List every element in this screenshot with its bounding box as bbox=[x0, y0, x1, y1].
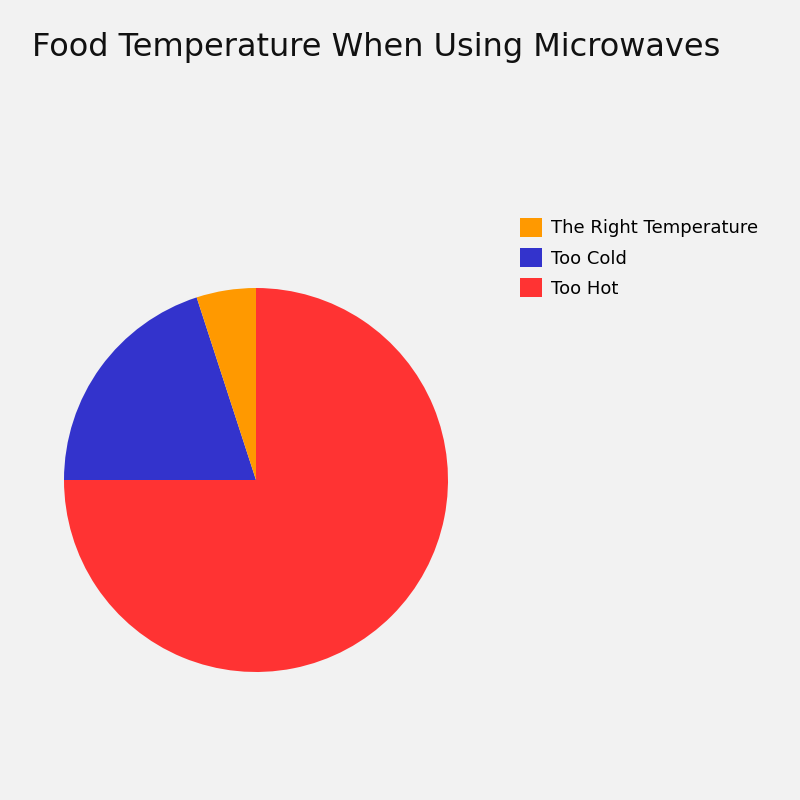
Wedge shape bbox=[64, 288, 448, 672]
Text: Food Temperature When Using Microwaves: Food Temperature When Using Microwaves bbox=[32, 32, 720, 63]
Legend: The Right Temperature, Too Cold, Too Hot: The Right Temperature, Too Cold, Too Hot bbox=[511, 209, 767, 306]
Wedge shape bbox=[197, 288, 256, 480]
Wedge shape bbox=[64, 298, 256, 480]
